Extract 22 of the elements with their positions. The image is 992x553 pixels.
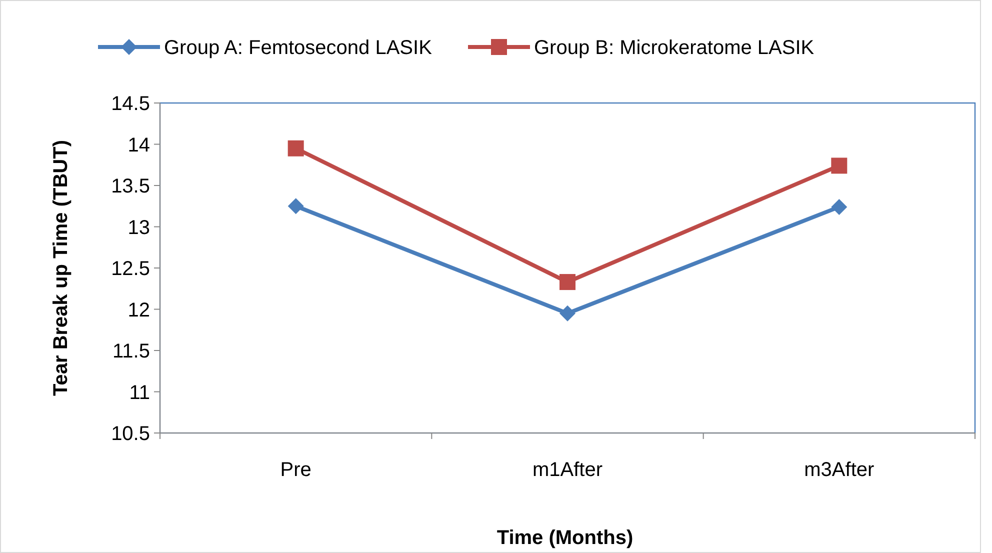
x-tick-label: m1After — [532, 459, 603, 481]
point — [288, 198, 304, 214]
y-tick-label: 11.5 — [112, 340, 150, 362]
point — [831, 158, 848, 174]
point — [288, 140, 304, 156]
legend-label: Group A: Femtosecond LASIK — [164, 37, 433, 59]
y-tick-label: 13 — [128, 216, 150, 239]
point — [831, 198, 848, 215]
y-tick-label: 13.5 — [111, 176, 150, 198]
y-tick-label: 12.5 — [111, 258, 150, 280]
y-axis-title: Tear Break up Time (TBUT) — [50, 140, 72, 396]
y-tick-label: 14.5 — [111, 93, 150, 115]
y-tick-label: 10.5 — [111, 423, 150, 445]
y-tick-label: 14 — [128, 134, 150, 156]
x-tick-label: m3After — [804, 459, 875, 481]
point — [560, 305, 576, 322]
x-axis-title: Time (Months) — [496, 527, 634, 549]
point — [560, 274, 576, 290]
y-tick-label: 11 — [129, 382, 150, 404]
x-tick-label: Pre — [280, 459, 312, 481]
y-tick-label: 12 — [128, 299, 150, 322]
legend-label: Group B: Microkeratome LASIK — [534, 37, 815, 59]
